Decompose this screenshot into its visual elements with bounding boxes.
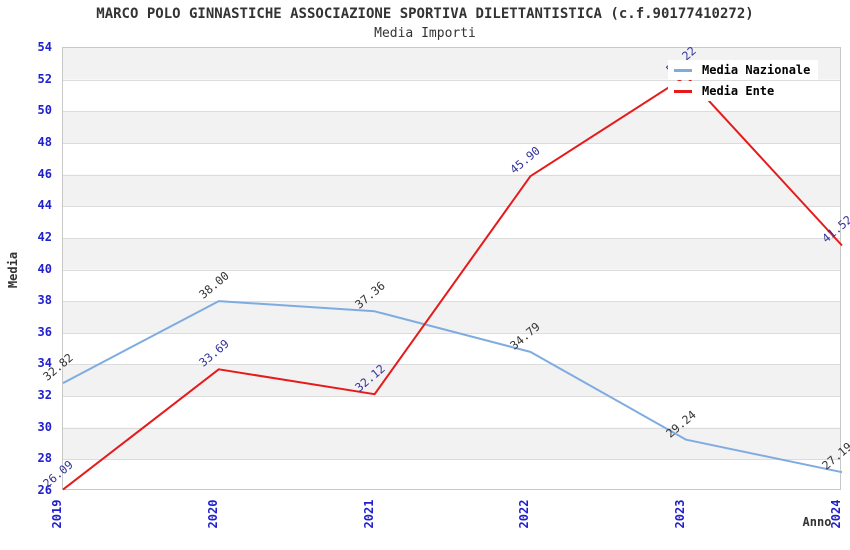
series-lines [62, 75, 843, 491]
y-tick-label: 52 [37, 71, 52, 86]
x-tick-label: 2021 [361, 499, 376, 529]
legend-label: Media Ente [702, 84, 775, 98]
gridline [63, 301, 840, 303]
x-tick-label: 2023 [673, 499, 688, 529]
y-tick-label: 36 [37, 324, 52, 339]
chart-title: MARCO POLO GINNASTICHE ASSOCIAZIONE SPOR… [96, 6, 754, 22]
gridline [63, 111, 840, 113]
y-tick-label: 48 [37, 134, 52, 149]
plot-bands [63, 48, 840, 489]
gridline [63, 364, 840, 366]
x-tick-label: 2020 [205, 499, 220, 529]
x-tick-label: 2022 [517, 499, 532, 529]
x-tick-label: 2024 [829, 499, 843, 529]
y-tick-label: 44 [37, 198, 52, 213]
gridline [63, 206, 840, 208]
y-tick-label: 30 [37, 419, 52, 434]
x-tick-label: 2019 [50, 499, 64, 529]
gridline [63, 459, 840, 461]
gridline [63, 332, 840, 334]
gridline [63, 427, 840, 429]
gridline [63, 79, 840, 81]
legend: Media Nazionale Media Ente [668, 60, 819, 101]
gridline [63, 237, 840, 239]
y-tick-label: 26 [37, 483, 52, 497]
series-line-media-nazionale [62, 300, 843, 474]
legend-label: Media Nazionale [702, 63, 811, 77]
y-tick-label: 38 [37, 293, 52, 308]
legend-swatch-icon [674, 89, 692, 93]
gridline [63, 142, 840, 144]
legend-swatch-icon [674, 68, 692, 72]
y-tick-label: 32 [37, 388, 52, 403]
y-tick-label: 40 [37, 261, 52, 276]
plot-area [62, 47, 843, 491]
gridline [63, 396, 840, 398]
y-tick-label: 46 [37, 166, 52, 181]
y-tick-label: 50 [37, 103, 52, 118]
legend-item: Media Nazionale [668, 60, 819, 80]
chart-subtitle: Media Importi [374, 26, 476, 41]
y-tick-label: 34 [37, 356, 52, 371]
gridline [63, 269, 840, 271]
y-tick-label: 28 [37, 451, 52, 466]
series-line-media-ente [62, 75, 843, 491]
y-tick-label: 42 [37, 229, 52, 244]
x-axis-title: Anno [802, 515, 832, 529]
y-tick-label: 54 [37, 40, 52, 54]
gridline [63, 174, 840, 176]
legend-item: Media Ente [668, 81, 783, 101]
